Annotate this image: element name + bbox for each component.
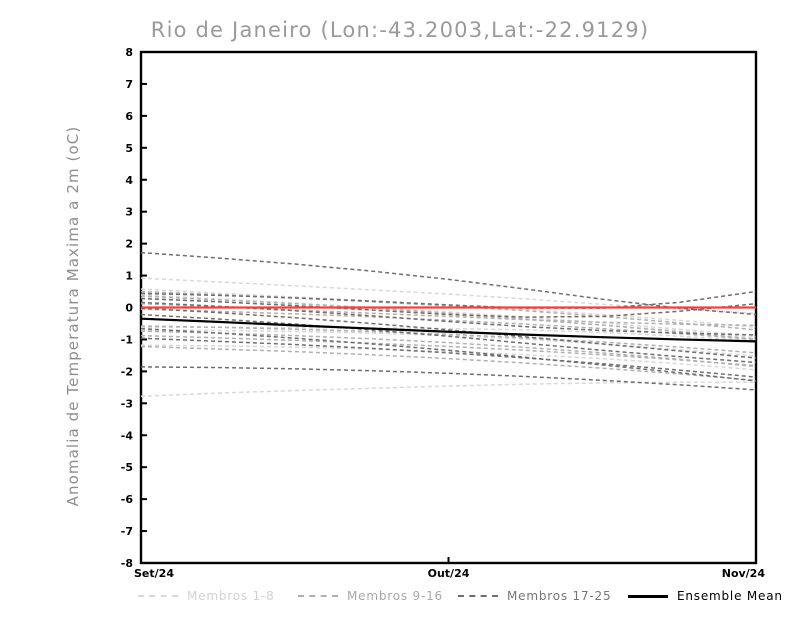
ensemble-member-line xyxy=(141,329,756,357)
y-tick-label: 7 xyxy=(125,78,133,91)
ensemble-member-line xyxy=(141,326,756,342)
y-tick-label: -3 xyxy=(121,397,133,410)
ensemble-member-line xyxy=(141,337,756,378)
y-tick-label: -2 xyxy=(121,365,133,378)
ensemble-member-line xyxy=(141,301,756,336)
ensemble-member-line xyxy=(141,293,756,337)
ensemble-member-line xyxy=(141,344,756,371)
ensemble-member-line xyxy=(141,251,756,316)
x-tick-label: Set/24 xyxy=(134,567,174,580)
ensemble-member-line xyxy=(141,290,756,331)
ensemble-member-line xyxy=(141,345,756,382)
y-tick-label: 1 xyxy=(125,270,133,283)
ensemble-member-line xyxy=(141,295,756,341)
ensemble-member-line xyxy=(141,330,756,368)
data-lines xyxy=(141,251,756,398)
legend-label: Membros 1-8 xyxy=(187,589,275,603)
y-tick-label: 5 xyxy=(125,142,133,155)
ensemble-member-line xyxy=(141,313,756,364)
x-tick-label: Nov/24 xyxy=(722,567,766,580)
legend-swatch-icon xyxy=(298,595,338,597)
y-tick-label: -7 xyxy=(121,525,133,538)
legend-item: Ensemble Mean xyxy=(628,586,783,606)
y-tick-label: 6 xyxy=(125,110,133,123)
legend-label: Membros 9-16 xyxy=(347,589,443,603)
ensemble-mean-line xyxy=(141,317,756,343)
legend-item: Membros 1-8 xyxy=(138,586,275,606)
y-tick-label: -5 xyxy=(121,461,133,474)
y-tick-label: -1 xyxy=(121,333,133,346)
ensemble-member-line xyxy=(141,366,756,391)
ensemble-member-line xyxy=(141,327,756,382)
ensemble-member-line xyxy=(141,297,756,318)
y-tick-label: -4 xyxy=(121,429,134,442)
y-tick-label: 0 xyxy=(125,302,133,315)
ensemble-member-line xyxy=(141,307,756,359)
y-tick-label: 2 xyxy=(125,238,133,251)
y-axis-ticks: 8 7 6 5 4 3 2 1 0 -1 -2 -3 -4 -5 -6 -7 -8 xyxy=(121,46,147,570)
x-tick-label: Out/24 xyxy=(428,567,470,580)
legend-swatch-icon xyxy=(628,594,668,598)
ensemble-member-line xyxy=(141,302,756,327)
legend-label: Membros 17-25 xyxy=(507,589,612,603)
ensemble-member-line xyxy=(141,290,756,309)
ensemble-member-line xyxy=(141,288,756,329)
chart-legend: Membros 1-8 Membros 9-16 Membros 17-25 Ense… xyxy=(138,586,788,608)
legend-swatch-icon xyxy=(458,595,498,597)
y-tick-label: 3 xyxy=(125,206,133,219)
y-tick-label: 8 xyxy=(125,46,133,59)
legend-swatch-icon xyxy=(138,595,178,597)
x-axis-ticks: Set/24 Out/24 Nov/24 xyxy=(134,557,765,580)
y-tick-label: 4 xyxy=(125,174,133,187)
y-tick-label: -6 xyxy=(121,493,134,506)
legend-label: Ensemble Mean xyxy=(677,589,783,603)
ensemble-member-line xyxy=(141,381,756,398)
y-tick-label: -8 xyxy=(121,557,133,570)
chart-title: Rio de Janeiro (Lon:-43.2003,Lat:-22.912… xyxy=(150,18,650,42)
legend-item: Membros 9-16 xyxy=(298,586,443,606)
ensemble-member-line xyxy=(141,325,756,354)
ensemble-member-line xyxy=(141,334,756,367)
legend-item: Membros 17-25 xyxy=(458,586,611,606)
